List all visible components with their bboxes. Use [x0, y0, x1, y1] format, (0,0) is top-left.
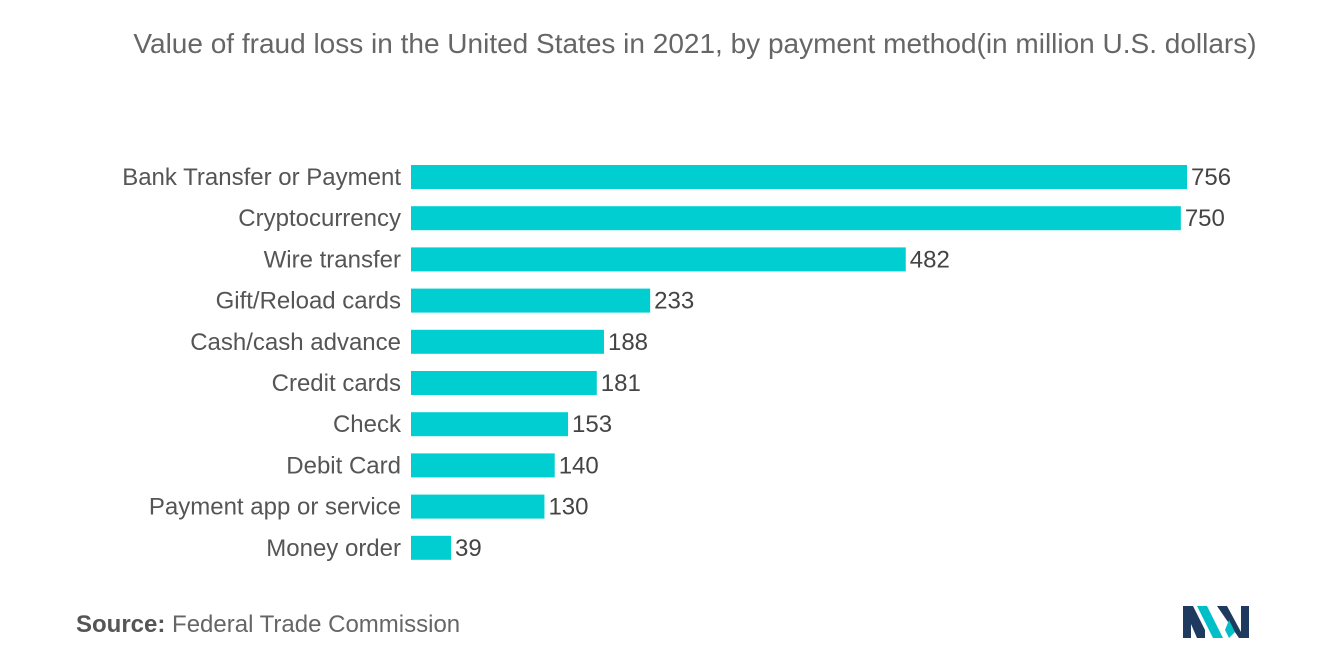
bar — [411, 247, 906, 272]
category-label: Credit cards — [272, 370, 401, 397]
bar — [411, 165, 1187, 189]
category-label: Money order — [266, 535, 401, 562]
bar — [411, 453, 555, 478]
data-label: 140 — [559, 452, 599, 479]
logo-mid-shape — [1197, 606, 1223, 638]
source-text: Federal Trade Commission — [172, 611, 461, 638]
category-label: Wire transfer — [264, 246, 401, 273]
data-label: 233 — [654, 288, 694, 315]
category-label: Check — [333, 411, 402, 438]
data-label: 181 — [601, 370, 641, 397]
logo-right-shape — [1217, 606, 1249, 638]
bars-group: Bank Transfer or Payment 756 Cryptocurrenc… — [122, 164, 1231, 562]
data-label: 39 — [455, 535, 482, 562]
source-label: Source: — [76, 611, 166, 638]
data-label: 153 — [572, 411, 612, 438]
data-label: 188 — [608, 329, 648, 356]
bar — [411, 206, 1181, 231]
bar — [411, 494, 545, 519]
logo-accent-shape — [1225, 620, 1235, 638]
bar-chart: Bank Transfer or Payment 756 Cryptocurrenc… — [122, 164, 1231, 562]
mordor-intelligence-logo-icon — [1183, 606, 1249, 638]
category-label: Gift/Reload cards — [216, 288, 401, 315]
category-label: Payment app or service — [149, 494, 401, 521]
source-line: Source: Federal Trade Commission — [76, 611, 460, 639]
category-label: Cryptocurrency — [238, 205, 401, 232]
chart-title: Value of fraud loss in the United States… — [133, 28, 1257, 59]
data-label: 756 — [1191, 164, 1231, 191]
bar — [411, 371, 597, 395]
bar — [411, 329, 604, 354]
category-label: Bank Transfer or Payment — [122, 164, 401, 191]
category-label: Debit Card — [286, 452, 401, 479]
bar — [411, 535, 452, 560]
data-label: 482 — [910, 246, 950, 273]
bar — [411, 412, 569, 437]
bar — [411, 288, 651, 313]
data-label: 750 — [1185, 205, 1225, 232]
logo-left-shape — [1183, 606, 1205, 638]
data-label: 130 — [548, 494, 588, 521]
category-label: Cash/cash advance — [190, 329, 401, 356]
